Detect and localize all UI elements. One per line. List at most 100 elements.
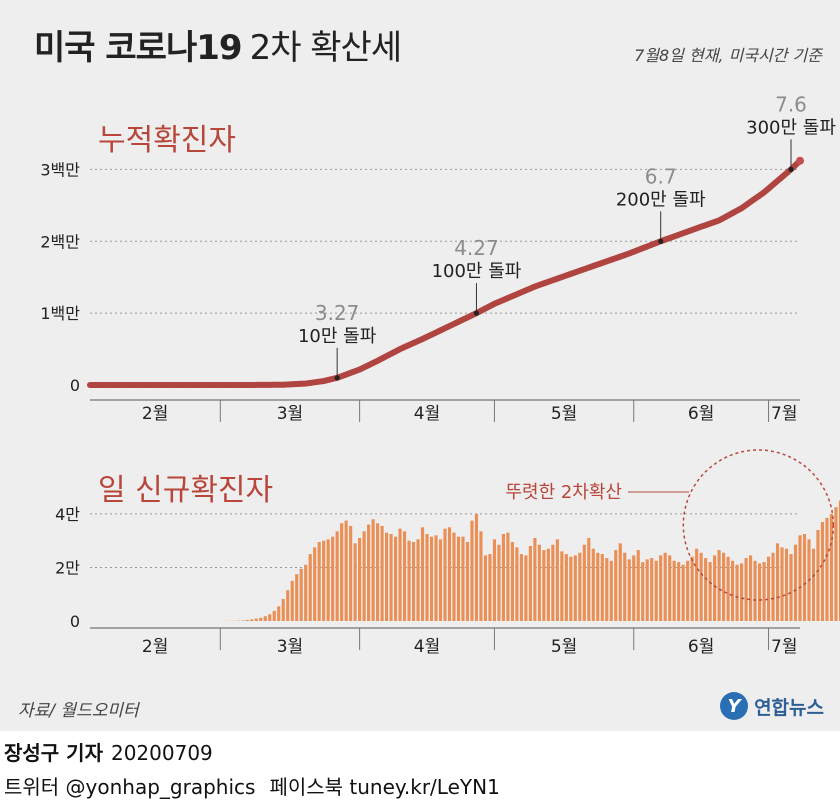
daily-bar (380, 525, 384, 621)
yonhap-logo-text: 연합뉴스 (754, 696, 824, 719)
daily-bar (510, 542, 514, 621)
daily-bar (546, 548, 550, 621)
social-line: 트위터 @yonhap_graphics 페이스북 tuney.kr/LeYN1 (4, 771, 514, 800)
daily-bar (820, 521, 825, 621)
daily-bar (789, 554, 793, 621)
daily-bar (690, 556, 694, 621)
milestone-date-label: 3.27 (315, 301, 360, 325)
daily-bar (438, 539, 443, 621)
daily-bar (766, 556, 771, 621)
daily-bar (677, 562, 681, 621)
credit-line: 장성구 기자 20200709 (4, 737, 213, 766)
cumulative-y-tick-label: 1백만 (40, 304, 80, 323)
daily-bar (492, 539, 497, 621)
daily-bar (245, 619, 249, 621)
daily-bar (636, 550, 640, 621)
daily-bar (537, 544, 541, 621)
daily-bar (353, 543, 357, 621)
daily-bar (659, 555, 663, 621)
daily-bar (762, 562, 766, 621)
daily-bar (371, 519, 375, 621)
daily-x-tick-label: 6월 (688, 637, 714, 657)
daily-bar (591, 548, 595, 621)
daily-bar (344, 520, 348, 621)
daily-bar (775, 543, 780, 621)
daily-bar (749, 555, 753, 621)
daily-bar (447, 527, 452, 621)
daily-bar (407, 540, 411, 621)
daily-bar (385, 532, 389, 621)
cumulative-x-tick-label: 4월 (414, 404, 440, 424)
daily-bar (771, 552, 775, 621)
daily-bar (299, 568, 303, 621)
daily-bar (722, 552, 726, 621)
cumulative-y-tick-label: 3백만 (40, 160, 80, 179)
daily-bar (811, 548, 816, 621)
second-wave-label: 뚜렷한 2차확산 (505, 482, 622, 503)
milestone-label: 100만 돌파 (432, 261, 522, 282)
daily-bar (784, 548, 789, 621)
daily-bar (411, 542, 416, 621)
yonhap-logo: Y 연합뉴스 (720, 690, 824, 722)
daily-bar (838, 500, 840, 621)
milestone-point (334, 375, 340, 381)
twitter-handle[interactable]: 트위터 @yonhap_graphics (4, 775, 256, 799)
daily-bar (474, 513, 479, 621)
daily-bar (708, 562, 712, 621)
daily-chart-title: 일 신규확진자 (98, 473, 273, 508)
cumulative-y-tick-label: 2백만 (40, 232, 80, 251)
daily-bar (263, 616, 267, 621)
daily-chart: 일 신규확진자 0 2만 4만 2월 3월 4월 5월 6월 7월 뚜렷한 2차확산 (55, 449, 840, 657)
cumulative-chart-title: 누적확진자 (98, 123, 236, 158)
daily-bar (825, 517, 829, 621)
daily-bar (780, 547, 784, 621)
reporter-name: 장성구 기자 (4, 741, 103, 765)
daily-bar (425, 533, 429, 621)
daily-bar (672, 560, 676, 621)
daily-bar (394, 536, 398, 621)
milestone-point (788, 166, 794, 172)
daily-bar (398, 528, 402, 621)
milestone-date-label: 7.6 (775, 92, 807, 116)
daily-bar (465, 542, 470, 621)
facebook-link[interactable]: 페이스북 tuney.kr/LeYN1 (269, 775, 500, 799)
daily-x-tick-label: 5월 (551, 637, 577, 657)
daily-bar (713, 555, 717, 621)
daily-bar (569, 556, 573, 621)
daily-bar (281, 599, 285, 621)
daily-bar (695, 548, 699, 621)
daily-bar (564, 554, 568, 621)
daily-bar (600, 554, 604, 621)
cumulative-line-end-point (796, 156, 804, 165)
title-light: 2차 확산세 (249, 28, 403, 68)
daily-bar (349, 525, 353, 621)
daily-bar (834, 507, 838, 621)
daily-bar (497, 544, 501, 621)
daily-bar (731, 560, 735, 621)
daily-bar (645, 559, 649, 621)
daily-bar (241, 620, 245, 621)
yonhap-logo-icon: Y (720, 692, 749, 720)
daily-bar (623, 552, 627, 621)
daily-bar (533, 538, 537, 621)
daily-bar (259, 617, 263, 621)
daily-x-tick-label: 2월 (142, 637, 168, 657)
as-of-note: 7월8일 현재, 미국시간 기준 (634, 46, 822, 65)
source-note: 자료/ 월드오미터 (18, 701, 139, 721)
title-bold: 미국 코로나19 (34, 28, 243, 68)
daily-bar (542, 550, 546, 621)
charts-svg: 누적확진자 0 1백만 2백만 3백만 2월 3월 4월 5월 6월 7월 10만 돌파3.27 100… (40, 92, 840, 657)
page-title: 미국 코로나19 2차 확산세 (34, 20, 403, 69)
cumulative-x-tick-label: 2월 (142, 404, 168, 424)
daily-y-tick-label: 0 (70, 612, 80, 631)
daily-bar (286, 590, 290, 621)
daily-bar (753, 560, 757, 621)
daily-bar (560, 551, 564, 621)
cumulative-line (87, 157, 803, 388)
daily-bar (735, 564, 739, 621)
daily-bar (452, 532, 456, 621)
daily-bar (654, 560, 658, 621)
daily-bar (699, 552, 703, 621)
daily-bar (551, 544, 555, 621)
daily-bar (479, 531, 483, 621)
